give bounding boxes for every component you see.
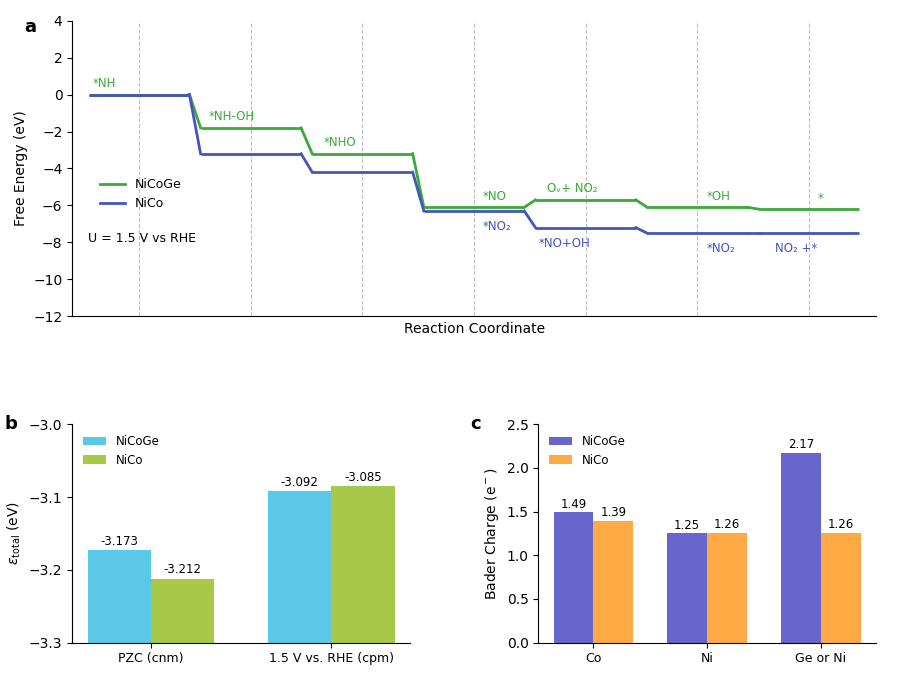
Text: *NH-OH: *NH-OH bbox=[208, 111, 254, 123]
Text: *OH: *OH bbox=[705, 189, 730, 202]
Legend: NiCoGe, NiCo: NiCoGe, NiCo bbox=[78, 430, 164, 471]
Y-axis label: Free Energy (eV): Free Energy (eV) bbox=[14, 111, 28, 227]
Bar bbox=[706, 533, 746, 643]
Bar bbox=[593, 521, 632, 643]
Text: -3.212: -3.212 bbox=[163, 563, 201, 576]
Text: 1.26: 1.26 bbox=[713, 518, 740, 531]
Text: *NH: *NH bbox=[92, 77, 115, 90]
Text: c: c bbox=[470, 415, 481, 433]
Text: a: a bbox=[24, 18, 36, 36]
Text: 2.17: 2.17 bbox=[787, 438, 813, 451]
Y-axis label: $\varepsilon_{\mathrm{total}}$ (eV): $\varepsilon_{\mathrm{total}}$ (eV) bbox=[6, 502, 23, 565]
Text: *NO+OH: *NO+OH bbox=[538, 237, 590, 250]
Text: -3.173: -3.173 bbox=[100, 535, 138, 548]
Text: NO₂ +*: NO₂ +* bbox=[775, 243, 817, 256]
Bar bbox=[268, 491, 331, 643]
Text: *NO₂: *NO₂ bbox=[483, 220, 511, 234]
Text: 1.26: 1.26 bbox=[826, 518, 853, 531]
Bar bbox=[151, 578, 214, 643]
Bar bbox=[331, 486, 394, 643]
Bar bbox=[87, 550, 151, 643]
Text: *NO₂: *NO₂ bbox=[705, 243, 734, 256]
Bar bbox=[820, 533, 860, 643]
Legend: NiCoGe, NiCo: NiCoGe, NiCo bbox=[95, 173, 186, 216]
Text: -3.085: -3.085 bbox=[344, 471, 382, 484]
Bar bbox=[553, 513, 593, 643]
Text: 1.25: 1.25 bbox=[674, 519, 699, 531]
Text: Oᵥ+ NO₂: Oᵥ+ NO₂ bbox=[546, 182, 596, 196]
Text: U = 1.5 V vs RHE: U = 1.5 V vs RHE bbox=[88, 232, 196, 245]
Y-axis label: Bader Charge (e$^-$): Bader Charge (e$^-$) bbox=[483, 467, 501, 600]
Text: *NHO: *NHO bbox=[323, 136, 355, 149]
Text: b: b bbox=[5, 415, 17, 433]
Text: -3.092: -3.092 bbox=[281, 476, 318, 489]
Bar bbox=[780, 453, 820, 643]
Text: *: * bbox=[817, 191, 823, 205]
Text: *NO: *NO bbox=[483, 189, 506, 202]
Text: 1.39: 1.39 bbox=[600, 507, 626, 520]
Bar bbox=[667, 533, 706, 643]
X-axis label: Reaction Coordinate: Reaction Coordinate bbox=[403, 322, 544, 336]
Text: 1.49: 1.49 bbox=[560, 498, 586, 511]
Legend: NiCoGe, NiCo: NiCoGe, NiCo bbox=[544, 430, 630, 471]
